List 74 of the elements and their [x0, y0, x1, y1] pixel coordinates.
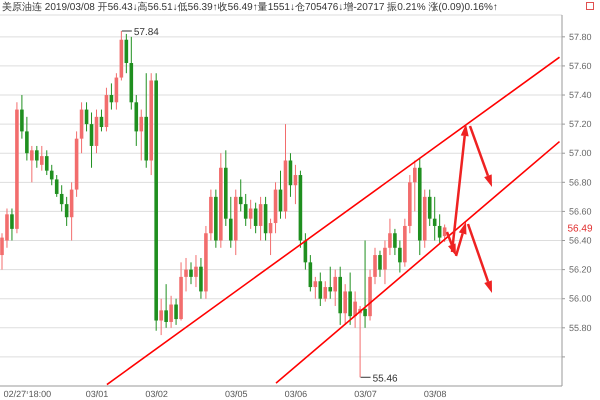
candlestick: [50, 164, 54, 186]
candlestick: [323, 280, 328, 302]
candlestick: [328, 266, 332, 300]
candlestick: [278, 170, 282, 220]
candlestick: [124, 33, 128, 74]
x-tick-label: 03/01: [86, 389, 108, 399]
candlestick: [244, 193, 248, 226]
candlestick: [174, 298, 178, 326]
x-tick-label: 03/07: [354, 389, 377, 399]
candlestick: [54, 174, 59, 198]
text: 56.49: [568, 223, 593, 234]
y-tick-label: 57.00: [569, 148, 592, 158]
candlestick: [383, 240, 387, 285]
x-tick-label: 03/05: [224, 389, 248, 399]
y-tick-label: 57.60: [569, 60, 592, 71]
candlestick: [314, 276, 318, 300]
candlestick: [378, 250, 382, 278]
y-tick-label: 56.80: [569, 177, 592, 188]
candlestick: [110, 82, 114, 110]
candlestick: [60, 184, 64, 212]
candlestick: [363, 240, 367, 328]
chart-title: 美原油连 2019/03/08 开56.43↓高56.51↓低56.39↑收56.49↑量1551↓仓705476↓增-20717 振0.21% 涨(0.09)0.16%↑: [2, 0, 498, 14]
candlestick: [10, 208, 14, 242]
candlestick: [333, 269, 338, 306]
candlestick: [25, 116, 29, 161]
candlestick: [184, 257, 188, 292]
y-tick-label: 57.40: [569, 90, 592, 100]
candlestick: [432, 196, 436, 242]
candlestick: [318, 272, 322, 306]
candlestick: [393, 228, 397, 256]
y-tick-label: 57.80: [569, 32, 592, 42]
candlestick: [248, 199, 252, 230]
x-tick-label: 02/27 18:00: [4, 389, 52, 399]
x-tick-label: 03/08: [424, 389, 446, 399]
y-tick-label: 57.20: [569, 119, 592, 130]
candlestick: [44, 150, 49, 176]
candlestick: [442, 224, 446, 242]
candlestick: [228, 196, 233, 248]
candlestick: [388, 218, 392, 256]
candlestick: [398, 240, 402, 274]
candlestick: [294, 164, 298, 205]
candlestick: [254, 202, 258, 234]
candlestick: [20, 94, 24, 140]
candlestick: [169, 295, 173, 328]
candlestick: [238, 178, 243, 212]
candlestick: [64, 196, 68, 226]
candlestick: [194, 254, 198, 288]
annotation: 55.46: [372, 373, 398, 384]
candlestick: [100, 109, 104, 132]
candlestick: [438, 214, 442, 244]
x-tick-label: 03/02: [145, 389, 168, 399]
y-tick-label: 56.20: [569, 264, 592, 275]
candlestick: [139, 109, 144, 161]
candlestick: [373, 247, 377, 285]
candlestick: [428, 189, 432, 226]
candlestick: [304, 232, 308, 270]
candlestick: [268, 218, 272, 256]
candlestick: [159, 298, 163, 336]
candlestick: [343, 284, 347, 326]
candlestick: [30, 145, 34, 183]
candlestick: [84, 102, 88, 132]
y-tick-label: 56.40: [569, 236, 592, 246]
candlestick: [412, 160, 417, 212]
annotation: 57.84: [134, 27, 160, 38]
candlestick: [90, 112, 94, 168]
candlestick: [164, 284, 168, 328]
candlestick: [40, 145, 44, 172]
candlestick: [189, 262, 193, 285]
candlestick: [258, 196, 262, 242]
y-tick-label: 56.00: [569, 294, 592, 304]
candlestick: [35, 145, 39, 168]
y-tick-label: 55.80: [569, 322, 592, 333]
x-tick-label: 03/06: [284, 389, 308, 399]
y-tick-label: 56.60: [569, 206, 592, 216]
